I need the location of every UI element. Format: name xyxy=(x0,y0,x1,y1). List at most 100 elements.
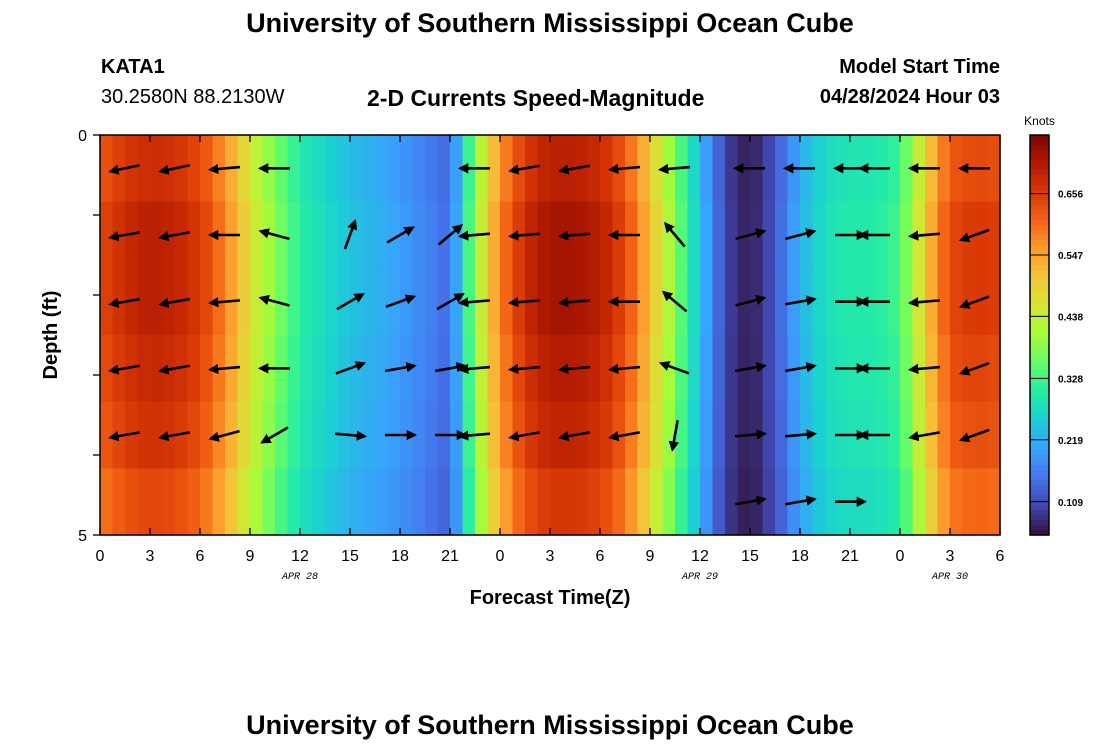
heatmap-cell xyxy=(725,468,739,536)
heatmap-cell xyxy=(100,335,114,403)
heatmap-cell xyxy=(312,268,326,336)
colorbar-segment xyxy=(1030,455,1049,461)
heatmap-cell xyxy=(500,201,514,269)
heatmap-cell xyxy=(950,335,964,403)
heatmap-cell xyxy=(125,401,139,469)
heatmap-cell xyxy=(337,468,351,536)
colorbar-segment xyxy=(1030,405,1049,411)
heatmap-cells xyxy=(100,135,1001,536)
heatmap-cell xyxy=(250,401,264,469)
heatmap-cell xyxy=(175,268,189,336)
heatmap-cell xyxy=(537,268,551,336)
heatmap-cell xyxy=(562,468,576,536)
current-vector-arrow xyxy=(507,297,541,308)
heatmap-cell xyxy=(662,201,676,269)
heatmap-cell xyxy=(362,268,376,336)
current-vector-arrow xyxy=(507,230,541,241)
heatmap-cell xyxy=(150,468,164,536)
current-vector-arrow xyxy=(208,429,240,442)
station-coordinates: 30.2580N 88.2130W xyxy=(101,86,285,108)
heatmap-cell xyxy=(362,201,376,269)
heatmap-cell xyxy=(675,401,689,469)
heatmap-cell xyxy=(700,401,714,469)
heatmap-cell xyxy=(762,468,776,536)
heatmap-cell xyxy=(387,135,401,203)
colorbar-segment xyxy=(1030,185,1049,191)
heatmap-cell xyxy=(637,401,651,469)
heatmap-cell xyxy=(775,468,789,536)
heatmap-cell xyxy=(775,268,789,336)
heatmap-cell xyxy=(725,401,739,469)
heatmap-cell xyxy=(325,401,339,469)
heatmap-cell xyxy=(662,401,676,469)
heatmap-cell xyxy=(687,268,701,336)
x-tick-label: 6 xyxy=(196,548,205,565)
heatmap-cell xyxy=(312,201,326,269)
current-vector-arrow xyxy=(108,163,140,175)
heatmap-cell xyxy=(337,201,351,269)
heatmap-cell xyxy=(162,468,176,536)
heatmap-cell xyxy=(325,135,339,203)
heatmap-cell xyxy=(237,201,251,269)
colorbar-segment xyxy=(1030,385,1049,391)
colorbar-segment xyxy=(1030,285,1049,291)
colorbar-segment xyxy=(1030,530,1049,536)
heatmap-cell xyxy=(412,468,426,536)
page-title: University of Southern Mississippi Ocean… xyxy=(246,8,854,38)
heatmap-cell xyxy=(512,468,526,536)
current-vector-arrow xyxy=(735,294,767,307)
heatmap-cell xyxy=(150,335,164,403)
heatmap-cell xyxy=(337,268,351,336)
heatmap-cell xyxy=(287,268,301,336)
current-vector-arrow xyxy=(557,363,591,375)
colorbar-segment xyxy=(1030,240,1049,246)
heatmap-cell xyxy=(775,135,789,203)
heatmap-cell xyxy=(412,135,426,203)
current-vector-arrow xyxy=(958,228,990,243)
heatmap-cell xyxy=(700,135,714,203)
heatmap-cell xyxy=(187,268,201,336)
colorbar-tick-label: 0.219 xyxy=(1058,436,1083,447)
heatmap-cell xyxy=(625,401,639,469)
current-vector-arrow xyxy=(108,364,140,375)
heatmap-cell xyxy=(900,268,914,336)
colorbar-segment xyxy=(1030,300,1049,306)
heatmap-cell xyxy=(262,468,276,536)
heatmap-cell xyxy=(650,201,664,269)
heatmap-cell xyxy=(712,268,726,336)
colorbar-tick-label: 0.109 xyxy=(1058,498,1083,509)
heatmap-cell xyxy=(225,401,239,469)
current-vector-arrow xyxy=(608,431,640,442)
colorbar-segment xyxy=(1030,205,1049,211)
heatmap-cell xyxy=(887,335,901,403)
colorbar-segment xyxy=(1030,280,1049,286)
colorbar-segment xyxy=(1030,255,1049,261)
heatmap-cell xyxy=(987,268,1001,336)
colorbar-segment xyxy=(1030,420,1049,426)
colorbar-segment xyxy=(1030,465,1049,471)
heatmap-cell xyxy=(925,468,939,536)
colorbar-segment xyxy=(1030,480,1049,486)
heatmap-cell xyxy=(825,468,839,536)
colorbar-segment xyxy=(1030,410,1049,416)
colorbar-segment xyxy=(1030,275,1049,281)
heatmap-cell xyxy=(200,468,214,536)
heatmap-cell xyxy=(975,401,989,469)
colorbar-segment xyxy=(1030,340,1049,346)
colorbar-segment xyxy=(1030,425,1049,431)
heatmap-cell xyxy=(812,201,826,269)
heatmap-cell xyxy=(425,335,439,403)
heatmap-cell xyxy=(600,201,614,269)
heatmap-cell xyxy=(812,335,826,403)
x-tick-label: 0 xyxy=(96,548,105,565)
colorbar-segment xyxy=(1030,230,1049,236)
colorbar-segment xyxy=(1030,325,1049,331)
heatmap-cell xyxy=(362,135,376,203)
current-vector-arrow xyxy=(457,297,491,308)
heatmap-cell xyxy=(887,268,901,336)
heatmap-cell xyxy=(937,201,951,269)
heatmap-cell xyxy=(637,135,651,203)
heatmap-cell xyxy=(900,135,914,203)
heatmap-cell xyxy=(987,401,1001,469)
heatmap-cell xyxy=(487,201,501,269)
